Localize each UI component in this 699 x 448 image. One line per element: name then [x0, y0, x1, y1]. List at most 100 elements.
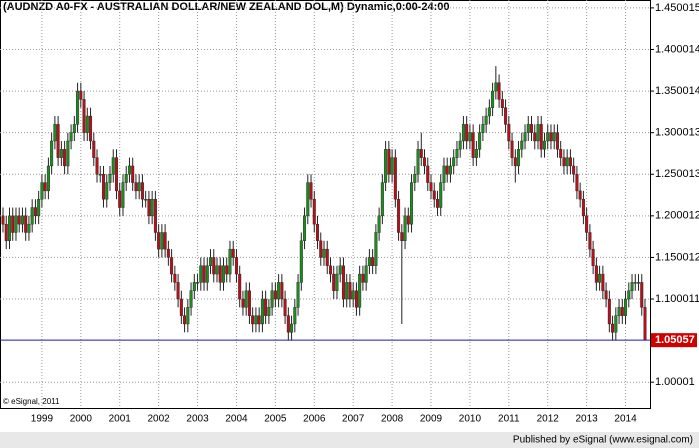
candle-body — [335, 273, 339, 291]
candle-body — [620, 307, 624, 316]
candle-body — [461, 124, 465, 142]
candle-body — [413, 174, 417, 183]
footer-bar — [0, 432, 699, 448]
candle-body — [11, 215, 15, 233]
candle-body — [627, 290, 631, 300]
candle-body — [604, 290, 608, 300]
candle-body — [124, 174, 128, 183]
y-tick-label: 1.200012 — [655, 210, 699, 222]
candle-body — [137, 182, 141, 192]
x-tick-label: 2002 — [148, 414, 171, 425]
candle-body — [264, 298, 268, 316]
candle-body — [575, 174, 579, 192]
candle-body — [183, 315, 187, 325]
candle-body — [199, 265, 203, 283]
candle-body — [435, 199, 439, 208]
candle-body — [445, 165, 449, 175]
candle-body — [228, 248, 232, 275]
candle-body — [504, 107, 508, 125]
candle-body — [354, 290, 358, 308]
candle-body — [309, 182, 313, 200]
candle-body — [299, 240, 303, 283]
candle-body — [241, 298, 245, 308]
candle-body — [630, 282, 634, 291]
candle-body — [338, 265, 342, 275]
candle-body — [134, 182, 138, 192]
candle-body — [176, 282, 180, 300]
candle-body — [448, 165, 452, 175]
candle-body — [432, 190, 436, 200]
candle-body — [400, 232, 404, 242]
candle-body — [526, 124, 530, 133]
candle-body — [390, 157, 394, 175]
x-tick-label: 2009 — [420, 414, 443, 425]
candle-body — [377, 215, 381, 233]
candle-body — [491, 90, 495, 108]
candle-body — [1, 215, 5, 225]
candle-body — [79, 90, 83, 100]
candle-body — [578, 190, 582, 200]
candle-body — [562, 157, 566, 167]
candle-body — [345, 282, 349, 300]
candle-body — [82, 99, 86, 133]
candle-body — [530, 124, 534, 133]
chart-title: (AUDNZD A0-FX - AUSTRALIAN DOLLAR/NEW ZE… — [3, 1, 450, 13]
candle-body — [160, 232, 164, 250]
y-tick-label: 1.250013 — [655, 168, 699, 180]
candle-body — [601, 273, 605, 291]
candle-body — [465, 124, 469, 142]
candle-body — [238, 273, 242, 300]
candle-body — [50, 140, 54, 167]
candle-body — [549, 132, 553, 142]
candle-body — [108, 174, 112, 183]
candle-body — [387, 149, 391, 175]
candle-body — [166, 248, 170, 258]
candle-body — [406, 215, 410, 225]
candle-body — [63, 149, 67, 167]
candle-body — [594, 265, 598, 283]
candle-body — [419, 149, 423, 158]
candle-body — [192, 282, 196, 291]
candle-body — [598, 273, 602, 283]
candle-body — [332, 273, 336, 291]
candle-body — [471, 132, 475, 158]
x-tick-label: 2006 — [303, 414, 326, 425]
candle-body — [614, 315, 618, 333]
candle-body — [111, 157, 115, 175]
candle-body — [572, 165, 576, 175]
candle-body — [517, 149, 521, 167]
candle-body — [273, 290, 277, 300]
candle-body — [7, 215, 11, 242]
candle-body — [624, 298, 628, 316]
candle-body — [455, 149, 459, 158]
candle-body — [277, 282, 281, 300]
candle-body — [147, 199, 151, 217]
candle-body — [513, 157, 517, 167]
candle-body — [89, 115, 93, 142]
candle-body — [121, 182, 125, 208]
y-tick-label: 1.150012 — [655, 251, 699, 263]
y-tick-label: 1.450015 — [655, 2, 699, 14]
candle-body — [20, 215, 24, 225]
candle-body — [92, 140, 96, 158]
candle-body — [270, 290, 274, 308]
y-tick-label: 1.300013 — [655, 127, 699, 139]
y-tick-label: 1.00001 — [655, 376, 695, 388]
candle-body — [59, 149, 63, 158]
candle-body — [225, 265, 229, 275]
x-tick-label: 2005 — [264, 414, 287, 425]
candle-body — [588, 232, 592, 250]
candle-body — [316, 223, 320, 242]
candle-body — [341, 265, 345, 300]
candles — [0, 66, 650, 341]
candle-body — [296, 282, 300, 308]
candle-body — [523, 132, 527, 142]
candle-body — [205, 265, 209, 283]
candle-body — [69, 132, 73, 142]
candle-body — [127, 165, 131, 175]
candle-body — [442, 165, 446, 183]
candle-body — [186, 307, 190, 325]
candle-body — [286, 315, 290, 333]
candle-body — [189, 290, 193, 308]
